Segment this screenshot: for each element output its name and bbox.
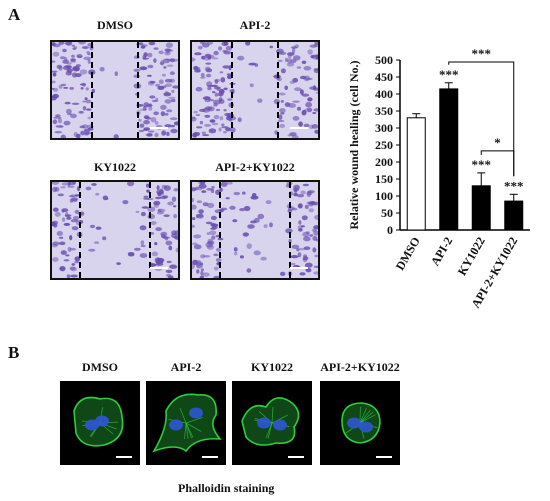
significance-bracket [480,150,515,177]
nucleus [169,419,183,431]
wound-image-api2 [190,40,320,140]
wound-image-label-api2-ky1022: API-2+KY1022 [215,160,295,174]
panel-label-b: B [8,343,20,362]
stain-image-label-ky1022: KY1022 [251,360,293,374]
y-tick-label: 100 [375,189,393,203]
stain-image-ky1022 [232,381,312,465]
nucleus [273,419,287,431]
wound-micrograph [192,42,318,138]
x-tick-label: KY1022 [455,235,488,278]
x-tick-label: API-2 [428,235,455,269]
bar-ky1022 [471,185,491,231]
wound-image-api2-ky1022 [190,180,320,280]
wound-image-dmso [50,40,180,140]
stain-image-label-api2-ky1022: API-2+KY1022 [320,360,400,374]
wound-micrograph [52,182,178,278]
significance-stars: *** [439,67,459,82]
nucleus [359,421,373,433]
stain-image-dmso [60,381,140,465]
confocal-micrograph [241,397,304,458]
stain-image-api2 [146,381,226,465]
y-tick-label: 300 [375,121,393,135]
confocal-micrograph [73,396,132,458]
bar-dmso [406,117,426,231]
wound-image-label-ky1022: KY1022 [94,160,136,174]
wound-image-label-dmso: DMSO [97,18,133,32]
nucleus [95,415,109,427]
nucleus [347,417,361,429]
confocal-micrograph [341,402,392,458]
significance-stars: *** [472,157,492,172]
stain-image-api2-ky1022 [320,381,400,465]
nucleus [257,417,271,429]
x-tick-label: DMSO [393,235,423,273]
bar-api-2-ky1022 [504,200,524,231]
y-axis-label: Relative wound healing (cell No.) [347,61,361,230]
bracket-label: *** [472,46,492,61]
stain-image-label-dmso: DMSO [82,360,118,374]
y-tick-label: 0 [387,223,393,237]
wound-micrograph [192,182,318,278]
bracket-label: * [494,135,501,150]
wound-image-label-api2: API-2 [239,18,271,32]
y-tick-label: 200 [375,155,393,169]
y-tick-label: 400 [375,87,393,101]
panel-label-a: A [8,5,21,24]
nucleus [189,407,203,419]
bar-api-2 [439,88,459,231]
y-tick-label: 500 [375,53,393,67]
y-tick-label: 150 [375,172,393,186]
significance-stars: *** [504,178,524,193]
stain-image-label-api2: API-2 [170,360,202,374]
wound-micrograph [52,42,178,138]
y-tick-label: 250 [375,138,393,152]
wound-healing-bar-chart: Relative wound healing (cell No.) 0 50 100 1… [347,46,530,310]
stain-caption: Phalloidin staining [178,481,275,495]
y-tick-label: 50 [381,206,393,220]
wound-image-ky1022 [50,180,180,280]
y-tick-label: 450 [375,70,393,84]
significance-bracket [448,61,515,177]
y-tick-label: 350 [375,104,393,118]
confocal-micrograph [152,393,222,458]
